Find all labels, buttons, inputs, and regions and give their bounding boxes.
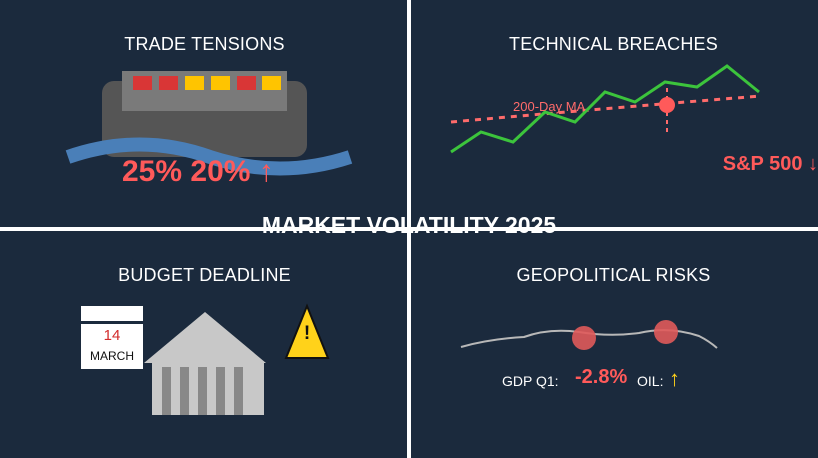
gdp-label: GDP Q1: [502, 373, 559, 389]
budget-deadline-panel: BUDGET DEADLINE 14 MARCH ! [0, 229, 409, 458]
capitol-column-2 [180, 367, 189, 415]
container-5 [237, 76, 256, 90]
breach-chart-illustration [450, 64, 762, 154]
calendar-day: 14 [103, 327, 121, 344]
oil-arrow-up-icon: ↑ [669, 366, 680, 391]
oil-label: OIL: [637, 373, 664, 389]
capitol-building-illustration [144, 303, 330, 415]
calendar-icon: 14 MARCH [81, 306, 143, 369]
main-title: MARKET VOLATILITY 2025 [261, 212, 557, 238]
warning-exclamation: ! [303, 323, 311, 344]
capitol-column-1 [162, 367, 171, 415]
cargo-ship-illustration [65, 71, 353, 176]
region-outline [460, 329, 718, 349]
gdp-value: -2.8% [575, 366, 628, 388]
calendar-page: 14 MARCH [81, 324, 143, 369]
breach-point [659, 97, 675, 113]
warning-triangle-icon [284, 303, 330, 359]
container-4 [211, 76, 230, 90]
ocean-wave [65, 137, 353, 176]
moving-average-label: 200-Day MA [513, 99, 586, 114]
hotspot-1 [572, 326, 596, 350]
trade-tensions-panel: TRADE TENSIONS 25% 20% ↑ [0, 0, 409, 229]
technical-breaches-title: TECHNICAL BREACHES [509, 34, 718, 54]
budget-deadline-title: BUDGET DEADLINE [118, 265, 291, 285]
index-label: S&P 500 ↓ [722, 153, 818, 175]
moving-average-line [450, 94, 762, 124]
container-1 [133, 76, 152, 90]
world-map-illustration [460, 320, 718, 350]
container-2 [159, 76, 178, 90]
geopolitical-risks-title: GEOPOLITICAL RISKS [516, 265, 711, 285]
price-line [450, 64, 760, 154]
capitol-column-3 [198, 367, 207, 415]
capitol-roof [144, 312, 266, 363]
tariff-rates-label: 25% 20% ↑ [122, 155, 274, 188]
container-6 [262, 76, 281, 90]
hotspot-2 [654, 320, 678, 344]
capitol-column-4 [216, 367, 225, 415]
calendar-month: MARCH [90, 349, 134, 363]
container-3 [185, 76, 204, 90]
capitol-column-5 [234, 367, 243, 415]
geopolitical-risks-panel: GEOPOLITICAL RISKS GDP Q1: -2.8% OIL: ↑ [409, 229, 818, 458]
technical-breaches-panel: TECHNICAL BREACHES 200-Day MA S&P 500 ↓ [409, 0, 818, 229]
trade-tensions-title: TRADE TENSIONS [124, 34, 285, 54]
calendar-header [81, 306, 143, 321]
horizontal-divider [0, 227, 818, 231]
